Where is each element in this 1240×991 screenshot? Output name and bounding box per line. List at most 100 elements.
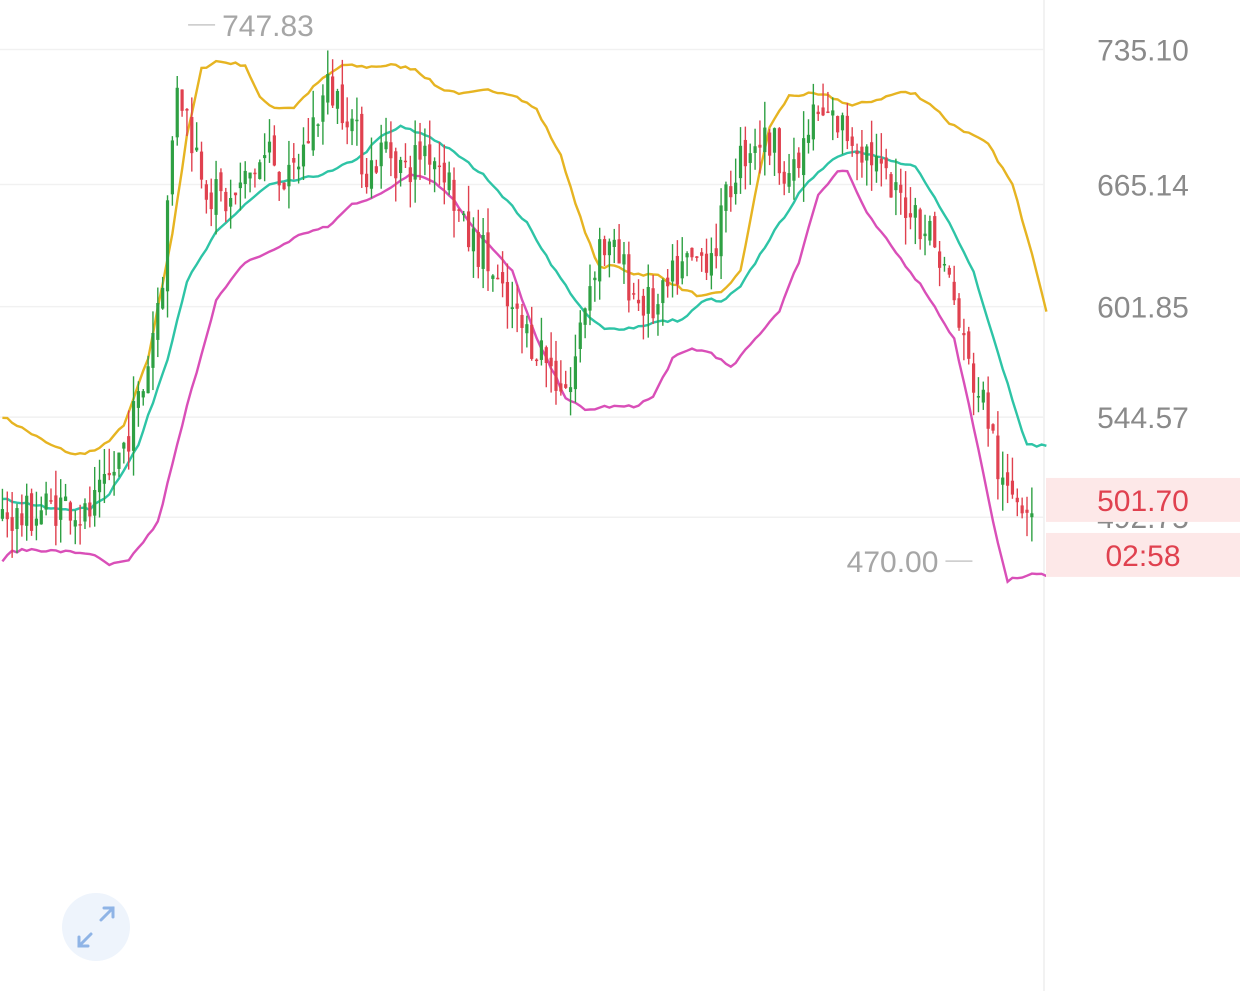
gridlines — [0, 0, 1045, 991]
candle — [350, 109, 354, 146]
candle — [44, 481, 48, 516]
countdown-label: 02:58 — [1105, 540, 1180, 573]
candle — [214, 160, 218, 235]
candle — [666, 269, 670, 298]
candle — [267, 119, 272, 163]
candle — [719, 188, 723, 280]
candle — [670, 244, 675, 298]
candle — [782, 161, 786, 196]
candle — [403, 143, 408, 169]
candle — [991, 423, 995, 434]
candle — [510, 281, 514, 329]
candle — [442, 144, 446, 205]
expand-icon[interactable] — [62, 893, 130, 961]
candle — [845, 103, 849, 150]
candle — [491, 274, 495, 292]
candle — [399, 156, 403, 187]
candle — [855, 143, 859, 181]
candle — [1010, 457, 1015, 499]
candle — [437, 142, 442, 186]
candle — [306, 118, 310, 144]
candle — [345, 97, 349, 145]
candle — [209, 178, 213, 227]
candle — [379, 124, 383, 189]
candle — [850, 127, 854, 157]
candle — [199, 141, 204, 189]
candle — [709, 237, 713, 290]
high-marker-label: 747.83 — [222, 10, 314, 43]
candle — [365, 158, 369, 194]
candle — [641, 288, 645, 340]
candle — [899, 168, 903, 215]
candle — [165, 195, 170, 318]
candle — [724, 181, 728, 233]
candle — [622, 241, 626, 284]
candle — [311, 90, 315, 156]
candle — [107, 448, 111, 481]
candle — [772, 127, 777, 176]
candle — [282, 182, 286, 191]
candle — [627, 241, 631, 313]
candle — [131, 376, 136, 476]
candle — [675, 240, 679, 295]
candle — [34, 491, 39, 541]
candle — [321, 84, 325, 145]
candle — [229, 179, 233, 229]
candle — [544, 345, 548, 388]
candle — [743, 126, 747, 190]
candle — [156, 287, 160, 358]
candle — [486, 208, 490, 291]
candle — [408, 155, 412, 208]
bollinger-upper-line — [2, 59, 1048, 456]
y-axis-tick-label: 665.14 — [1097, 169, 1189, 202]
candle — [185, 108, 189, 137]
candle — [59, 479, 63, 543]
candle — [889, 172, 893, 198]
candle — [243, 161, 247, 199]
candle — [39, 496, 43, 525]
candle — [539, 317, 544, 366]
candle — [923, 214, 927, 256]
candle — [826, 91, 830, 114]
candle — [714, 223, 718, 269]
candle — [758, 120, 762, 174]
candle — [685, 251, 689, 277]
candle — [389, 121, 393, 177]
candle — [151, 311, 155, 391]
candle — [981, 381, 985, 410]
candle — [971, 352, 976, 416]
candle — [20, 494, 24, 537]
candle — [777, 127, 781, 185]
candle — [93, 466, 97, 527]
candle — [797, 147, 801, 178]
candle — [452, 167, 456, 238]
candle — [462, 210, 466, 222]
candle — [316, 123, 320, 137]
candle — [802, 111, 806, 202]
candle — [423, 128, 427, 176]
candle — [277, 171, 281, 201]
candle — [602, 235, 607, 266]
candle — [894, 158, 898, 216]
candle — [88, 486, 92, 528]
candle — [908, 187, 913, 230]
candle — [656, 293, 660, 336]
candle — [127, 410, 131, 470]
candle — [564, 370, 568, 389]
candle — [292, 143, 296, 180]
candle — [15, 503, 19, 554]
candle — [918, 207, 922, 250]
candle — [588, 264, 592, 326]
candle — [520, 303, 524, 354]
candle — [505, 263, 510, 329]
candle — [578, 310, 582, 363]
candle — [374, 159, 378, 174]
candle — [25, 483, 29, 541]
candle — [1001, 451, 1005, 511]
candle — [141, 388, 145, 406]
candle — [1025, 496, 1029, 537]
candle — [413, 120, 417, 203]
candle — [690, 247, 694, 261]
candle — [525, 315, 529, 348]
